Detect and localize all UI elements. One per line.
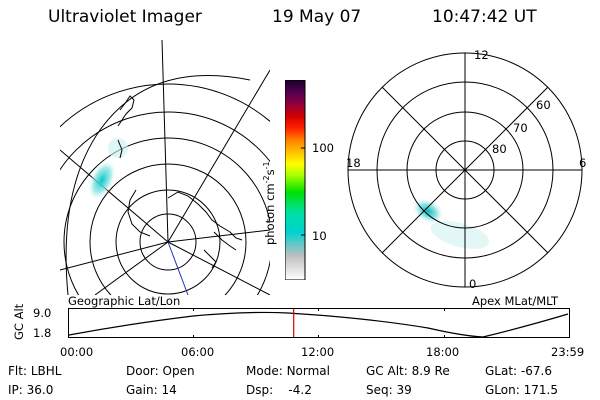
colorbar xyxy=(285,80,306,280)
altitude-xtick: 06:00 xyxy=(181,345,215,359)
altitude-xtick: 00:00 xyxy=(60,345,94,359)
altitude-curve xyxy=(68,311,569,338)
mlat-label-70: 70 xyxy=(513,121,528,135)
altitude-xtick: 23:59 xyxy=(551,345,585,359)
left-panel-caption: Geographic Lat/Lon xyxy=(68,294,181,308)
info-ip: IP: 36.0 xyxy=(8,383,54,397)
right-panel-caption: Apex MLat/MLT xyxy=(472,294,559,308)
lat-ring xyxy=(89,163,247,295)
polar-plot xyxy=(347,52,583,288)
mlt-label-6: 6 xyxy=(579,156,587,170)
lat-ring xyxy=(60,83,270,295)
date-label: 19 May 07 xyxy=(272,7,362,27)
info-gc-alt: GC Alt: 8.9 Re xyxy=(366,364,450,378)
info-seq: Seq: 39 xyxy=(366,383,412,397)
colorbar-tick-10: 10 xyxy=(312,229,327,243)
coastline xyxy=(117,95,243,269)
mlt-label-12: 12 xyxy=(474,48,489,62)
altitude-xtick: 12:00 xyxy=(301,345,335,359)
info-dsp: Dsp: -4.2 xyxy=(246,383,312,397)
info-gain: Gain: 14 xyxy=(126,383,177,397)
instrument-title: Ultraviolet Imager xyxy=(48,7,202,27)
aurora-emission xyxy=(87,159,117,201)
time-label: 10:47:42 UT xyxy=(432,7,537,27)
altitude-xtick: 18:00 xyxy=(426,345,460,359)
lat-ring xyxy=(115,189,221,295)
info-mode: Mode: Normal xyxy=(246,364,330,378)
aurora-emission xyxy=(411,197,445,225)
info-filter: Flt: LBHL xyxy=(8,364,62,378)
mlt-label-18: 18 xyxy=(346,156,361,170)
mlat-label-60: 60 xyxy=(536,98,551,112)
info-door: Door: Open xyxy=(126,364,195,378)
altitude-ytick-min: 1.8 xyxy=(33,326,52,340)
colorbar-label: photon cm-2s-1 xyxy=(262,161,277,245)
altitude-plot xyxy=(68,308,570,338)
mlt-label-0: 0 xyxy=(469,277,477,291)
mlt-diagonal xyxy=(381,86,549,254)
lat-ring xyxy=(139,213,197,271)
info-glon: GLon: 171.5 xyxy=(485,383,558,397)
geographic-map xyxy=(60,40,270,295)
colorbar-tick-100: 100 xyxy=(312,141,334,155)
altitude-ylabel: GC Alt xyxy=(12,303,26,340)
info-glat: GLat: -67.6 xyxy=(485,364,552,378)
mlat-label-80: 80 xyxy=(492,142,507,156)
altitude-ytick-max: 9.0 xyxy=(33,306,52,320)
lat-ring xyxy=(63,137,270,295)
lat-ring xyxy=(60,111,270,295)
